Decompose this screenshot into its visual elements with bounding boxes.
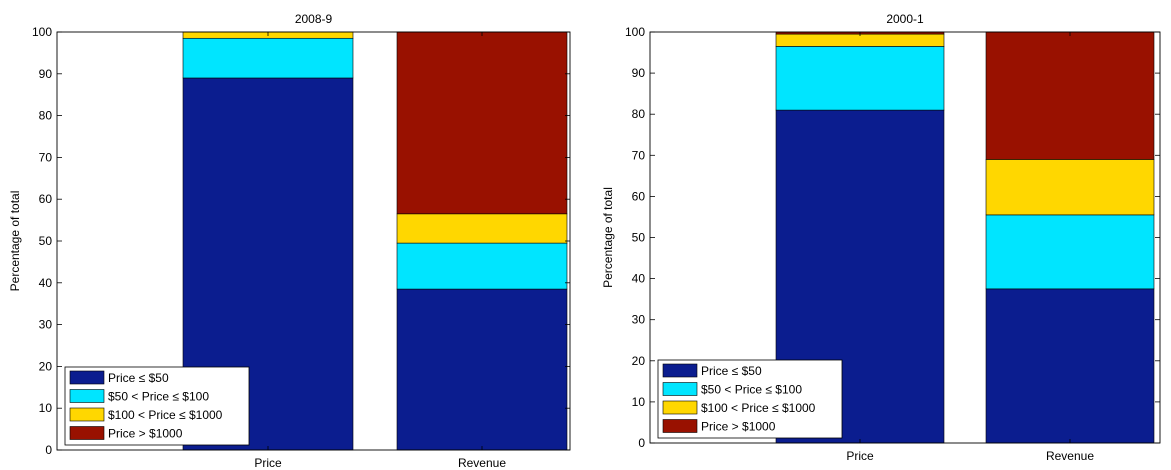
y-tick-label: 70: [632, 148, 646, 162]
legend-label: $100 < Price ≤ $1000: [108, 408, 223, 422]
legend-swatch: [662, 400, 698, 415]
chart-panel-2: 2000-1 Percentage of total Price Revenue 0 10…: [601, 12, 1161, 463]
y-tick-label: 10: [39, 401, 53, 415]
y-tick-label: 60: [632, 189, 646, 203]
y-tick-label: 100: [32, 25, 52, 39]
legend-swatch: [662, 382, 698, 396]
legend-swatch: [69, 407, 105, 422]
y-tick-label: 80: [39, 109, 53, 123]
legend-label: Price > $1000: [701, 420, 776, 434]
legend-label: Price ≤ $50: [108, 371, 169, 385]
chart-panel-1: 2008-9 Percentage of total Price Revenue 0 10…: [8, 12, 571, 470]
bar-segment: [985, 288, 1155, 444]
x-tick-label: Price: [254, 456, 282, 470]
chart-title: 2008-9: [295, 12, 333, 26]
chart-title: 2000-1: [886, 12, 924, 26]
x-tick-label: Revenue: [1046, 449, 1094, 463]
legend-label: $50 < Price ≤ $100: [108, 390, 209, 404]
bar-segment: [985, 214, 1155, 290]
y-tick-label: 90: [39, 67, 53, 81]
y-tick-label: 70: [39, 150, 53, 164]
legend-swatch: [69, 426, 105, 440]
y-tick-label: 80: [632, 107, 646, 121]
y-tick-label: 20: [39, 359, 53, 373]
y-tick-label: 60: [39, 192, 53, 206]
x-tick-label: Revenue: [458, 456, 506, 470]
legend-swatch: [69, 370, 105, 385]
legend-label: Price ≤ $50: [701, 364, 762, 378]
y-axis-label: Percentage of total: [601, 187, 615, 288]
legend-swatch: [662, 419, 698, 433]
y-tick-label: 30: [632, 313, 646, 327]
bar-segment: [182, 37, 354, 79]
legend: Price ≤ $50 $50 < Price ≤ $100 $100 < Pric…: [657, 359, 843, 439]
y-tick-label: 50: [39, 234, 53, 248]
bar-segment: [396, 288, 568, 451]
y-tick-label: 10: [632, 395, 646, 409]
bar-segment: [985, 159, 1155, 216]
bar-segment: [775, 46, 945, 111]
bar-segment: [396, 242, 568, 290]
legend: Price ≤ $50 $50 < Price ≤ $100 $100 < Pric…: [64, 366, 250, 446]
y-tick-label: 90: [632, 66, 646, 80]
legend-swatch: [69, 389, 105, 403]
legend-swatch: [662, 363, 698, 378]
x-tick-label: Price: [846, 449, 874, 463]
y-tick-label: 50: [632, 231, 646, 245]
bar-segment: [396, 213, 568, 244]
y-tick-label: 0: [45, 443, 52, 457]
y-tick-label: 40: [39, 276, 53, 290]
y-tick-label: 0: [638, 436, 645, 450]
y-axis-label: Percentage of total: [8, 191, 22, 292]
y-tick-label: 40: [632, 272, 646, 286]
legend-label: $100 < Price ≤ $1000: [701, 401, 816, 415]
y-tick-label: 100: [625, 25, 645, 39]
y-tick-label: 30: [39, 318, 53, 332]
plot-frame: [649, 31, 1161, 444]
bar-segment: [985, 31, 1155, 160]
plot-frame: [56, 31, 571, 451]
legend-label: $50 < Price ≤ $100: [701, 383, 802, 397]
bar-segment: [396, 31, 568, 215]
y-tick-label: 20: [632, 354, 646, 368]
legend-label: Price > $1000: [108, 427, 183, 441]
